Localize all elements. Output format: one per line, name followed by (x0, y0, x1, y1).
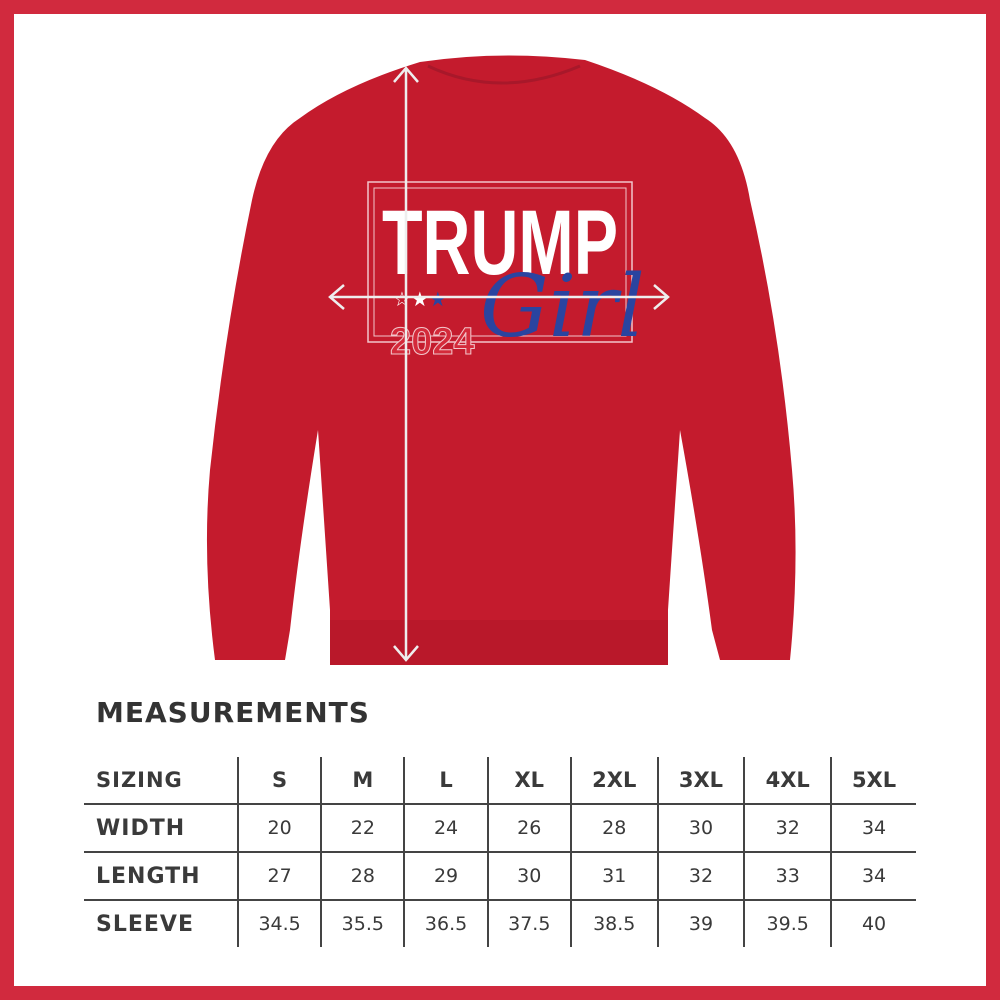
table-cell: 34.5 (236, 899, 322, 947)
header-cell: L (403, 757, 488, 804)
table-cell: 40 (830, 899, 916, 947)
table-cell: 20 (236, 803, 322, 852)
table-cell: 26 (486, 803, 571, 852)
row-label: LENGTH (84, 851, 238, 900)
header-cell: SIZING (96, 768, 183, 792)
table-cell: 35.5 (320, 899, 405, 947)
stars-icon: ☆★★ (393, 287, 447, 311)
table-cell: 30 (656, 803, 745, 852)
table-row: SLEEVE 34.5 35.5 36.5 37.5 38.5 39 39.5 … (84, 899, 916, 947)
sweatshirt-body (206, 55, 796, 666)
table-cell: 32 (743, 803, 832, 852)
table-cell: 31 (569, 851, 658, 900)
design-girl-text: Girl (480, 257, 645, 357)
table-cell: 30 (486, 851, 571, 900)
design-year-text: 2024 (390, 321, 475, 363)
table-cell: 36.5 (403, 899, 488, 947)
measurements-title: MEASUREMENTS (96, 696, 370, 729)
table-cell: 33 (743, 851, 832, 900)
table-row: LENGTH 27 28 29 30 31 32 33 34 (84, 851, 916, 900)
table-cell: 32 (656, 851, 745, 900)
table-cell: 28 (569, 803, 658, 852)
table-row: WIDTH 20 22 24 26 28 30 32 34 (84, 803, 916, 852)
header-cell: 5XL (830, 757, 916, 804)
table-cell: 34 (830, 803, 916, 852)
header-cell: S (236, 757, 322, 804)
table-cell: 22 (320, 803, 405, 852)
table-cell: 39.5 (743, 899, 832, 947)
row-label: WIDTH (84, 803, 238, 852)
measurement-arrows (328, 66, 670, 662)
table-cell: 34 (830, 851, 916, 900)
sweatshirt-image: TRUMP 2024 Girl ☆★★ (206, 55, 796, 666)
design-trump-text: TRUMP (382, 192, 618, 294)
neckline (427, 64, 581, 85)
header-cell: 4XL (743, 757, 832, 804)
size-chart-table: SIZING S M L XL 2XL 3XL 4XL 5XL WIDTH 20… (84, 757, 916, 947)
table-cell: 38.5 (569, 899, 658, 947)
table-cell: 28 (320, 851, 405, 900)
table-cell: 27 (236, 851, 322, 900)
header-cell: M (320, 757, 405, 804)
header-cell: XL (486, 757, 571, 804)
table-header-row: SIZING S M L XL 2XL 3XL 4XL 5XL (84, 757, 916, 804)
table-cell: 39 (656, 899, 745, 947)
header-cell: 2XL (569, 757, 658, 804)
header-cell: 3XL (656, 757, 745, 804)
table-cell: 24 (403, 803, 488, 852)
row-label: SLEEVE (84, 899, 238, 947)
table-cell: 29 (403, 851, 488, 900)
table-cell: 37.5 (486, 899, 571, 947)
